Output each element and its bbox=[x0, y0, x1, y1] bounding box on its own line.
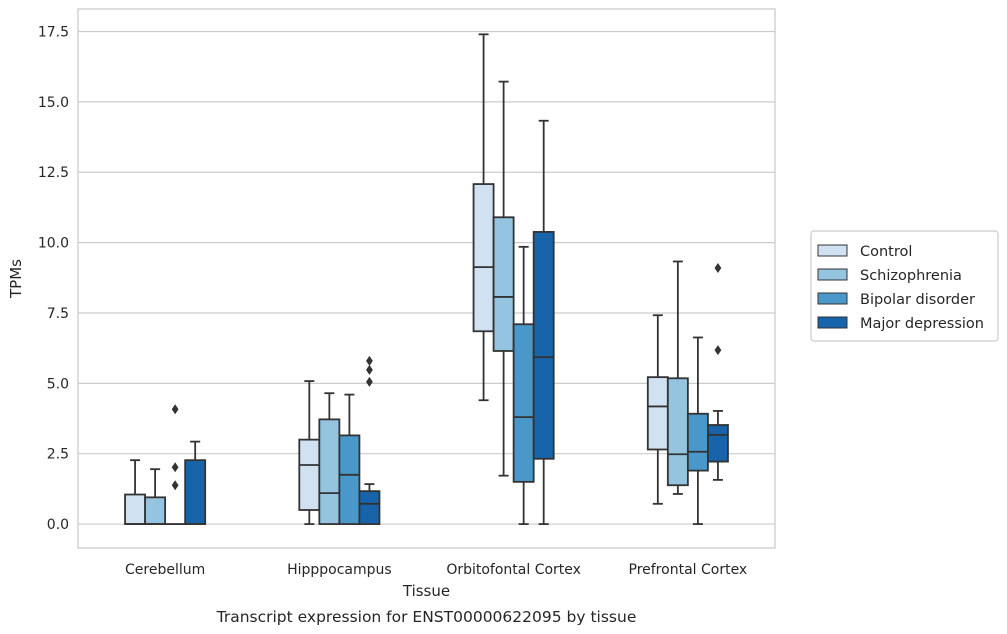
y-tick-label: 17.5 bbox=[38, 25, 69, 41]
box-body bbox=[492, 216, 515, 352]
x-tick-labels: Cerebellum Hipppocampus Orbitofontal Corte… bbox=[125, 562, 747, 578]
box-major-depression bbox=[532, 119, 555, 525]
box-body bbox=[358, 490, 381, 525]
box-body bbox=[646, 376, 669, 451]
legend-swatch bbox=[817, 268, 848, 281]
legend: Control Schizophrenia Bipolar disorder Majo… bbox=[810, 230, 999, 342]
box-schizophrenia bbox=[144, 468, 167, 525]
outlier-point bbox=[714, 345, 722, 356]
y-tick-labels: 0.0 2.5 5.0 7.5 10.0 12.5 15.0 17.5 bbox=[38, 25, 69, 534]
box-control bbox=[124, 459, 146, 525]
outlier-point bbox=[366, 355, 373, 366]
x-tick-label: Hipppocampus bbox=[287, 562, 392, 578]
y-tick-label: 2.5 bbox=[47, 447, 69, 463]
legend-swatch bbox=[817, 244, 848, 257]
box-body bbox=[184, 459, 207, 525]
box-bipolar-disorder bbox=[512, 245, 535, 525]
outlier-point bbox=[171, 462, 179, 473]
y-tick-label: 15.0 bbox=[38, 95, 69, 111]
legend-label: Schizophrenia bbox=[860, 268, 962, 284]
y-tick-label: 12.5 bbox=[38, 165, 69, 181]
y-tick-label: 10.0 bbox=[38, 236, 69, 252]
box-major-depression bbox=[358, 355, 381, 525]
x-axis-title: Tissue bbox=[402, 582, 450, 600]
legend-swatch bbox=[817, 316, 848, 329]
box-schizophrenia bbox=[492, 80, 515, 477]
box-body bbox=[472, 183, 495, 333]
box-bipolar-disorder bbox=[338, 393, 361, 525]
y-tick-label: 5.0 bbox=[47, 376, 69, 392]
legend-frame bbox=[810, 230, 999, 342]
box-body bbox=[686, 412, 709, 472]
y-tick-label: 7.5 bbox=[47, 306, 69, 322]
box-bipolar-disorder bbox=[686, 336, 709, 525]
box-body bbox=[707, 424, 729, 463]
box-schizophrenia bbox=[666, 260, 689, 495]
boxes bbox=[124, 33, 729, 525]
box-control bbox=[298, 380, 321, 525]
outlier-point bbox=[171, 404, 179, 415]
box-body bbox=[532, 231, 555, 460]
outlier-point bbox=[366, 364, 373, 375]
x-tick-label: Prefrontal Cortex bbox=[629, 562, 748, 578]
x-tick-label: Cerebellum bbox=[125, 562, 205, 578]
figure-caption: Transcript expression for ENST0000062209… bbox=[216, 608, 637, 626]
box-major-depression bbox=[707, 262, 729, 481]
box-body bbox=[144, 496, 167, 525]
box-major-depression bbox=[184, 440, 207, 525]
box-body bbox=[666, 377, 689, 487]
outlier-point bbox=[366, 376, 373, 387]
legend-label: Control bbox=[860, 244, 912, 260]
box-body bbox=[338, 434, 361, 525]
outlier-point bbox=[714, 262, 722, 273]
box-body bbox=[512, 323, 535, 483]
box-control bbox=[472, 33, 495, 402]
legend-swatch bbox=[817, 292, 848, 305]
box-control bbox=[646, 314, 669, 505]
box-body bbox=[124, 493, 146, 525]
x-tick-label: Orbitofontal Cortex bbox=[446, 562, 581, 578]
legend-label: Major depression bbox=[860, 316, 984, 332]
gridlines bbox=[78, 30, 775, 525]
plot-frame bbox=[77, 8, 776, 549]
box-schizophrenia bbox=[318, 392, 341, 525]
legend-label: Bipolar disorder bbox=[860, 292, 975, 308]
y-tick-label: 0.0 bbox=[47, 517, 69, 533]
box-bipolar-disorder bbox=[165, 404, 186, 525]
box-body bbox=[318, 418, 341, 525]
outlier-point bbox=[171, 480, 179, 491]
y-axis-title: TPMs bbox=[7, 259, 25, 299]
box-body bbox=[298, 438, 321, 511]
